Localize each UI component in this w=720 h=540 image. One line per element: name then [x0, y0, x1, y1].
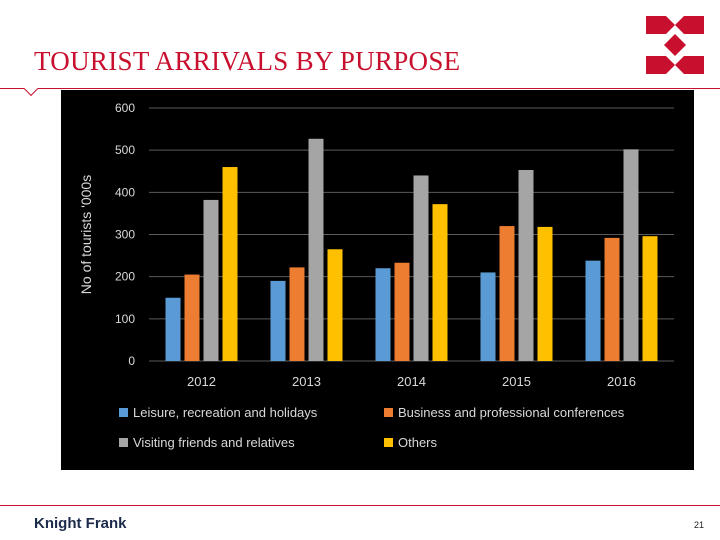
x-tick-label: 2016	[607, 374, 636, 389]
legend-swatch	[119, 438, 128, 447]
red-diamond-cross-logo	[646, 16, 704, 74]
legend-swatch	[384, 438, 393, 447]
bar	[499, 226, 515, 361]
legend-label: Visiting friends and relatives	[133, 435, 295, 450]
bar	[165, 297, 181, 361]
bar	[585, 260, 601, 361]
page-number: 21	[694, 520, 705, 530]
bar	[327, 249, 343, 361]
x-tick-label: 2015	[502, 374, 531, 389]
footer-divider	[0, 505, 720, 506]
bar	[518, 169, 534, 361]
bar	[480, 272, 496, 361]
bar	[623, 149, 639, 361]
legend-swatch	[119, 408, 128, 417]
y-tick-label: 0	[128, 354, 135, 368]
bar	[375, 268, 391, 361]
legend-swatch	[384, 408, 393, 417]
y-tick-label: 200	[115, 270, 135, 284]
x-tick-label: 2012	[187, 374, 216, 389]
title-divider	[0, 88, 720, 89]
bar-chart: 0 100 200 300 400 500 600 No of tourists '000s 2…	[78, 101, 674, 450]
x-tick-label: 2013	[292, 374, 321, 389]
bar	[642, 236, 658, 361]
bar	[289, 267, 305, 361]
bar	[184, 274, 200, 361]
bar	[432, 204, 448, 361]
bar	[394, 262, 410, 361]
y-axis-title: No of tourists '000s	[78, 175, 94, 294]
brand-logo-text: Knight Frank	[34, 515, 127, 532]
x-tick-label: 2014	[397, 374, 426, 389]
bar	[222, 167, 238, 361]
bar	[604, 237, 620, 361]
chart-panel: 0 100 200 300 400 500 600 No of tourists '000s 2…	[61, 90, 694, 470]
y-tick-label: 500	[115, 143, 135, 157]
slide-title: TOURIST ARRIVALS BY PURPOSE	[34, 46, 461, 76]
legend-label: Business and professional conferences	[398, 405, 625, 420]
bar	[537, 226, 553, 361]
bar	[270, 280, 286, 361]
y-tick-label: 100	[115, 312, 135, 326]
bar	[203, 199, 219, 361]
legend-label: Leisure, recreation and holidays	[133, 405, 318, 420]
legend-label: Others	[398, 435, 438, 450]
y-tick-label: 300	[115, 228, 135, 242]
bar	[308, 138, 324, 361]
y-tick-label: 600	[115, 101, 135, 115]
bar	[413, 175, 429, 361]
title-divider-notch	[23, 81, 39, 97]
y-tick-label: 400	[115, 185, 135, 199]
